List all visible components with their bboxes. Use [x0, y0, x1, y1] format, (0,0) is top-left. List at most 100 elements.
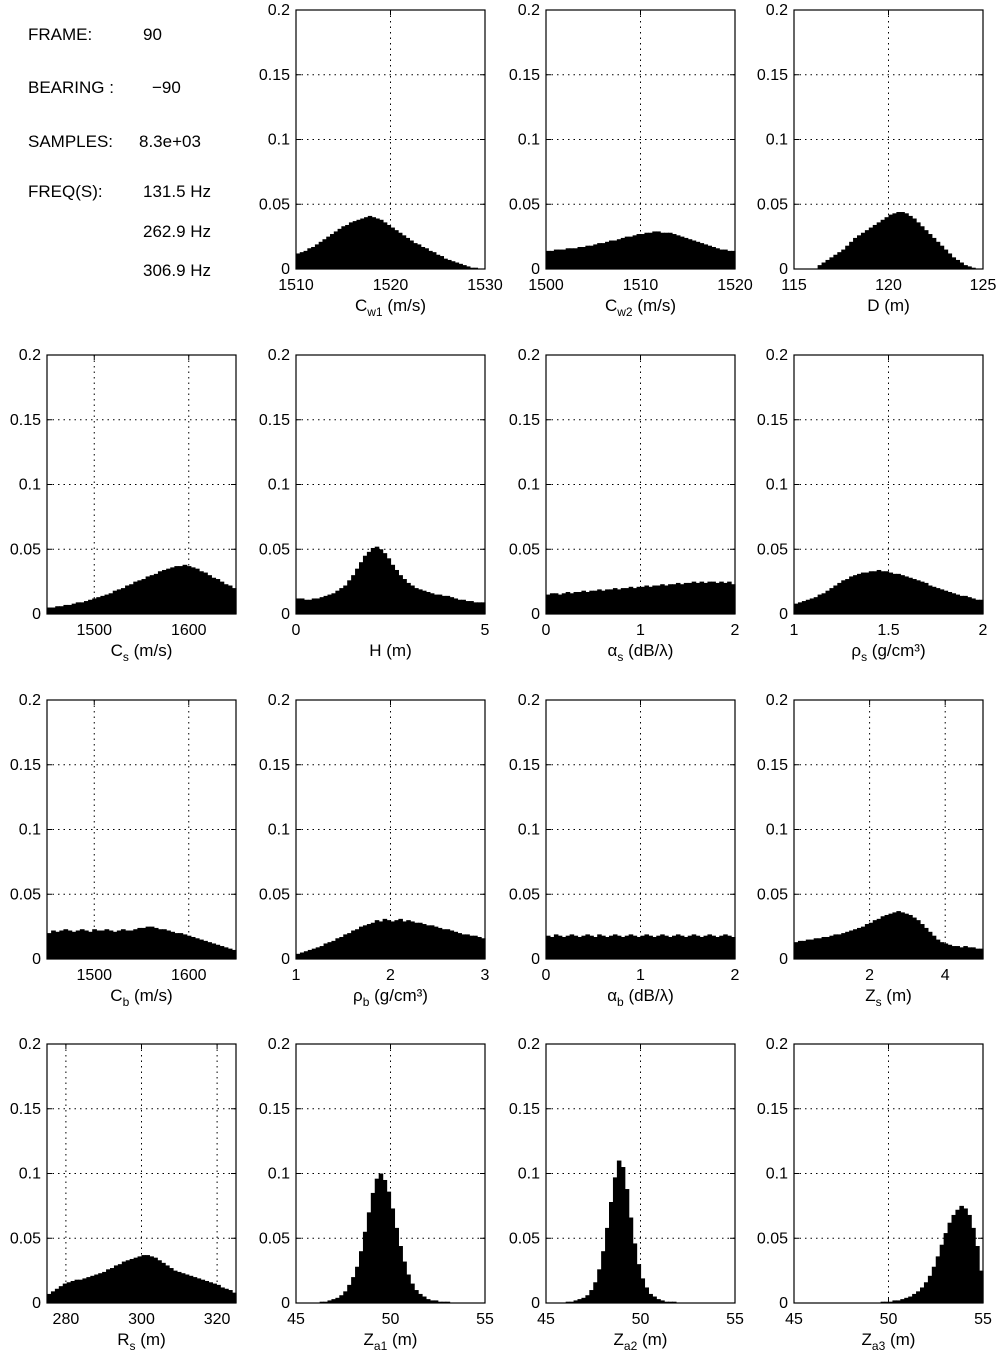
histogram-bar [362, 1231, 368, 1303]
histogram-bar [458, 263, 463, 269]
histogram-bar [112, 931, 118, 959]
histogram-bar [366, 1212, 372, 1303]
histogram-bar [110, 1268, 115, 1303]
histogram-panel: 0 0.05 0.1 0.15 0.2 45 50 55 Za1 (m) [259, 1036, 494, 1353]
histogram-bar [219, 581, 225, 615]
histogram-bar [481, 602, 486, 614]
histogram-bar [632, 1243, 638, 1303]
histogram-bar [959, 1205, 964, 1304]
histogram-bar [59, 606, 65, 614]
histogram-bar [628, 236, 634, 270]
histogram-bar [920, 581, 925, 615]
histogram-bar [691, 240, 697, 269]
y-tick-label: 0.2 [518, 347, 540, 364]
histogram-bar [672, 935, 677, 959]
histogram-bar [420, 246, 426, 269]
histogram-bar [311, 246, 316, 269]
histogram-bar [351, 930, 356, 959]
histogram-bar [825, 259, 831, 269]
histogram-bar [912, 218, 917, 269]
histogram-bar [837, 582, 842, 614]
histogram-panel: 0 0.05 0.1 0.15 0.2 2 4 Zs (m) [757, 692, 984, 1009]
bearing-label: BEARING : [28, 78, 114, 97]
histogram-bar [908, 577, 913, 614]
histogram-bar [817, 265, 823, 269]
y-tick-label: 0.05 [509, 196, 540, 213]
y-tick-label: 0.05 [509, 886, 540, 903]
histogram-bar [394, 920, 399, 959]
y-tick-label: 0.05 [259, 886, 290, 903]
histogram-bar [63, 929, 69, 959]
histogram-bar [833, 585, 838, 614]
histogram-bar [211, 943, 217, 959]
histogram-bar [979, 1270, 984, 1304]
histogram-bar [55, 931, 60, 959]
histogram-bar [589, 1290, 594, 1303]
histogram-bar [809, 939, 815, 959]
histogram-bar [656, 1299, 661, 1303]
histogram-bar [299, 252, 305, 269]
histogram-bar [931, 1266, 937, 1303]
histogram-bar [339, 936, 344, 959]
histogram-bar [896, 1300, 901, 1303]
histogram-bar [672, 234, 677, 269]
histogram-bar [620, 588, 626, 614]
histogram-bar [841, 249, 846, 269]
x-tick-label: 2 [979, 622, 988, 639]
histogram-bar [916, 1291, 921, 1303]
y-tick-label: 0 [281, 1295, 290, 1312]
histogram-bar [366, 924, 372, 959]
histogram-bar [326, 236, 331, 270]
histogram-bar [912, 579, 917, 614]
histogram-bar [359, 1251, 364, 1303]
histogram-bar [616, 239, 622, 269]
histogram-bar [307, 248, 312, 269]
y-tick-label: 0.1 [766, 822, 788, 839]
histogram-bar [449, 597, 455, 614]
y-tick-label: 0.15 [757, 757, 788, 774]
histogram-bar [616, 935, 622, 959]
histogram-bar [333, 231, 339, 269]
histogram-panel: 0 0.05 0.1 0.15 0.2 0 1 2 αb (dB/λ) [509, 692, 740, 1009]
histogram-bar [794, 603, 799, 614]
y-tick-label: 0.2 [766, 692, 788, 709]
histogram-bar [723, 249, 728, 269]
histogram-bar [896, 573, 901, 614]
y-tick-label: 0.1 [518, 132, 540, 149]
histogram-bar [593, 590, 598, 614]
histogram-bar [683, 936, 689, 959]
x-axis-label: Cw1 (m/s) [355, 296, 426, 319]
histogram-bar [628, 1217, 634, 1303]
histogram-bar [382, 553, 388, 614]
histogram-bar [453, 931, 459, 959]
x-tick-label: 50 [382, 1311, 400, 1328]
histogram-bar [299, 598, 305, 614]
histogram-bar [208, 1282, 213, 1303]
histogram-bar [55, 606, 60, 614]
histogram-bar [589, 590, 594, 614]
histogram-bar [96, 597, 102, 614]
histogram-bar [425, 591, 431, 614]
histogram-bar [398, 232, 403, 269]
histogram-bar [303, 599, 309, 614]
histogram-bar [612, 240, 618, 269]
histogram-bar [402, 579, 407, 614]
histogram-panel: 0 0.05 0.1 0.15 0.2 1 1.5 2 ρs (g/cm³) [757, 347, 988, 664]
histogram-bar [153, 927, 159, 959]
histogram-bar [557, 594, 563, 614]
histogram-bar [437, 927, 443, 959]
histogram-bar [79, 602, 85, 614]
histogram-bar [967, 597, 972, 614]
histogram-bar [585, 245, 590, 269]
histogram-bar [335, 938, 340, 959]
histogram-bar [414, 588, 419, 614]
histogram-bar [707, 581, 712, 615]
histogram-bar [212, 1283, 217, 1303]
histogram-bar [971, 598, 976, 614]
histogram-bar [872, 920, 878, 959]
histogram-bar [303, 951, 309, 959]
histogram-bar [437, 594, 443, 614]
histogram-bar [432, 252, 437, 269]
x-tick-label: 50 [880, 1311, 898, 1328]
histogram-bar [927, 931, 933, 959]
